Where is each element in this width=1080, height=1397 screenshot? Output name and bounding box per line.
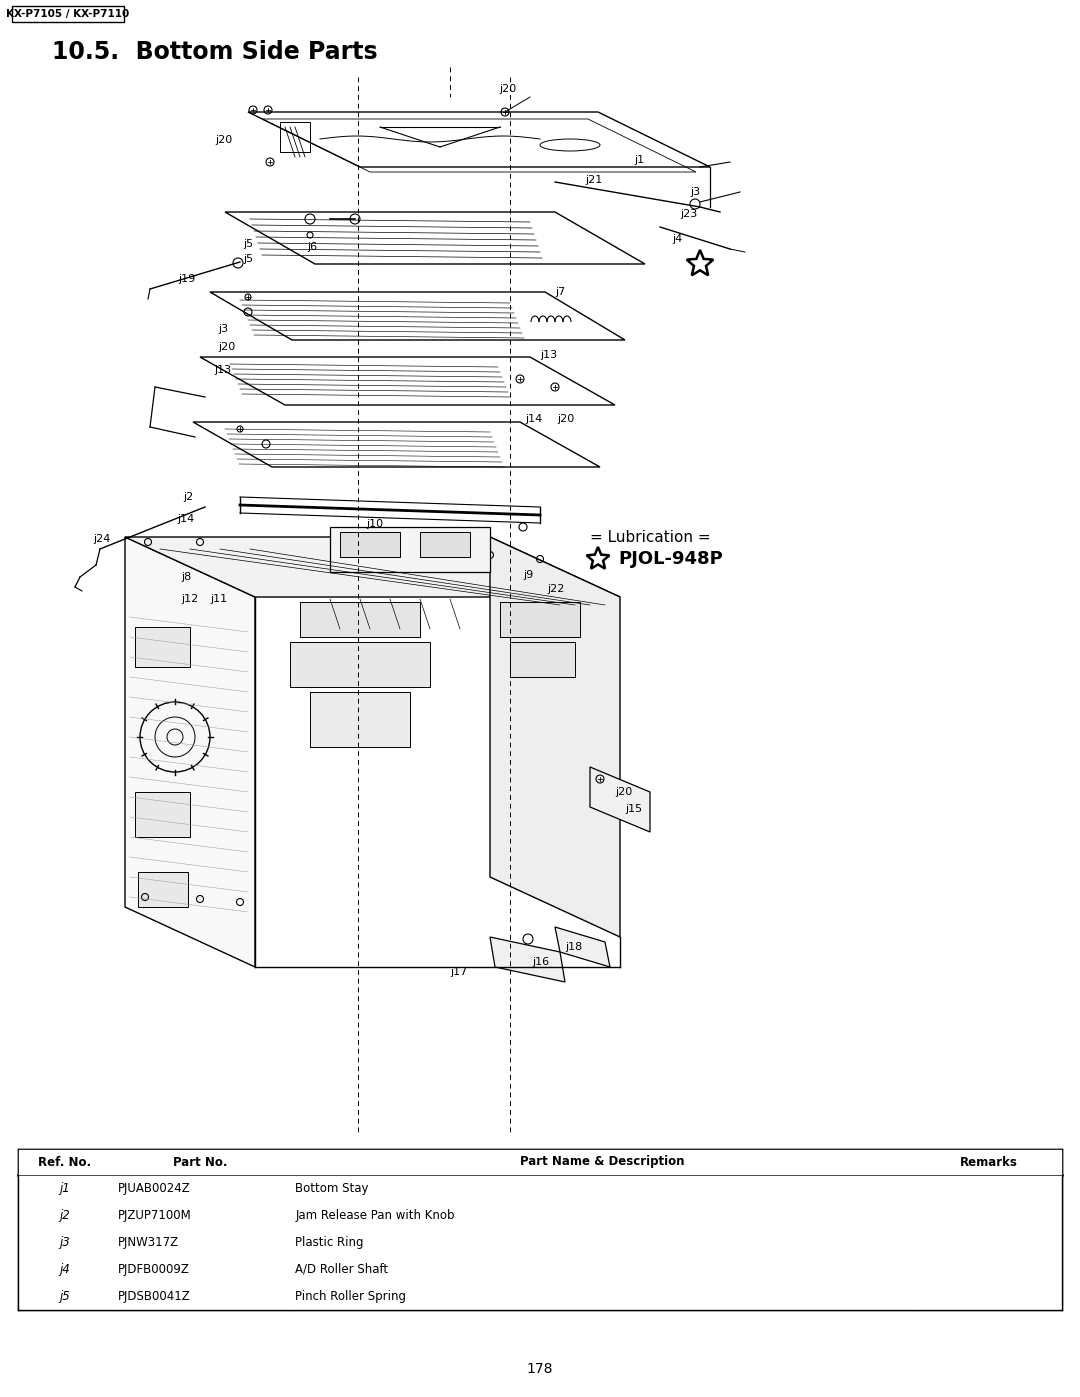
Polygon shape <box>125 536 620 597</box>
Text: j4: j4 <box>59 1263 70 1275</box>
Text: 178: 178 <box>527 1362 553 1376</box>
Text: j20: j20 <box>499 84 516 94</box>
Text: Part Name & Description: Part Name & Description <box>521 1155 685 1168</box>
Bar <box>300 602 420 637</box>
Text: j24: j24 <box>93 534 110 543</box>
Text: j16: j16 <box>532 957 549 967</box>
Text: j2: j2 <box>59 1208 70 1222</box>
Text: j20: j20 <box>218 342 235 352</box>
Text: PJOL-948P: PJOL-948P <box>618 550 723 569</box>
Bar <box>18 1148 1062 1175</box>
Text: j8: j8 <box>181 571 191 583</box>
Text: Bottom Stay: Bottom Stay <box>296 1182 369 1194</box>
Text: j15: j15 <box>625 805 643 814</box>
Text: j12: j12 <box>181 594 199 604</box>
Text: j6: j6 <box>307 242 318 251</box>
Text: j3: j3 <box>218 324 228 334</box>
Text: j5: j5 <box>243 254 253 264</box>
Text: j1: j1 <box>634 155 644 165</box>
Bar <box>340 532 400 557</box>
Polygon shape <box>330 527 490 571</box>
Bar <box>18 1148 1062 1310</box>
Polygon shape <box>490 536 620 937</box>
Text: j20: j20 <box>615 787 632 798</box>
Text: Plastic Ring: Plastic Ring <box>296 1236 364 1249</box>
Text: j2: j2 <box>183 492 193 502</box>
Text: Pinch Roller Spring: Pinch Roller Spring <box>296 1289 406 1303</box>
Bar <box>500 602 580 637</box>
Text: j13: j13 <box>214 365 231 374</box>
Text: j21: j21 <box>585 175 603 184</box>
Bar <box>291 643 430 687</box>
Text: PJUAB0024Z: PJUAB0024Z <box>118 1182 191 1194</box>
Text: j14: j14 <box>525 414 542 425</box>
Text: PJDFB0009Z: PJDFB0009Z <box>118 1263 190 1275</box>
Text: j5: j5 <box>243 239 253 249</box>
Text: j10: j10 <box>366 520 383 529</box>
Bar <box>510 643 575 678</box>
Bar <box>310 692 410 747</box>
Text: j19: j19 <box>178 274 195 284</box>
Text: Ref. No.: Ref. No. <box>39 1155 92 1168</box>
Bar <box>420 532 470 557</box>
Text: KX-P7105 / KX-P7110: KX-P7105 / KX-P7110 <box>6 8 130 20</box>
Text: j4: j4 <box>672 235 683 244</box>
Text: Remarks: Remarks <box>960 1155 1017 1168</box>
Bar <box>135 792 190 837</box>
Text: 10.5.  Bottom Side Parts: 10.5. Bottom Side Parts <box>52 41 378 64</box>
Text: j1: j1 <box>59 1182 70 1194</box>
Text: A/D Roller Shaft: A/D Roller Shaft <box>296 1263 389 1275</box>
Text: PJZUP7100M: PJZUP7100M <box>118 1208 192 1222</box>
Text: j13: j13 <box>540 351 557 360</box>
Bar <box>12 6 124 22</box>
Text: j17: j17 <box>450 967 468 977</box>
Text: j7: j7 <box>555 286 565 298</box>
Text: j22: j22 <box>546 584 565 594</box>
Text: Jam Release Pan with Knob: Jam Release Pan with Knob <box>296 1208 455 1222</box>
Text: PJNW317Z: PJNW317Z <box>118 1236 179 1249</box>
Bar <box>135 627 190 666</box>
Text: j11: j11 <box>210 594 227 604</box>
Polygon shape <box>590 767 650 833</box>
Text: = Lubrication =: = Lubrication = <box>590 529 711 545</box>
Text: j3: j3 <box>59 1236 70 1249</box>
Polygon shape <box>125 536 255 967</box>
Text: PJDSB0041Z: PJDSB0041Z <box>118 1289 191 1303</box>
Text: j9: j9 <box>523 570 534 580</box>
Bar <box>138 872 188 907</box>
Text: j3: j3 <box>690 187 700 197</box>
Text: j5: j5 <box>59 1289 70 1303</box>
Text: Part No.: Part No. <box>174 1155 228 1168</box>
Text: j23: j23 <box>680 210 698 219</box>
Polygon shape <box>555 928 610 967</box>
Text: j20: j20 <box>557 414 575 425</box>
Polygon shape <box>490 937 565 982</box>
Text: j14: j14 <box>177 514 194 524</box>
Text: j20: j20 <box>215 136 232 145</box>
Text: j18: j18 <box>565 942 582 951</box>
